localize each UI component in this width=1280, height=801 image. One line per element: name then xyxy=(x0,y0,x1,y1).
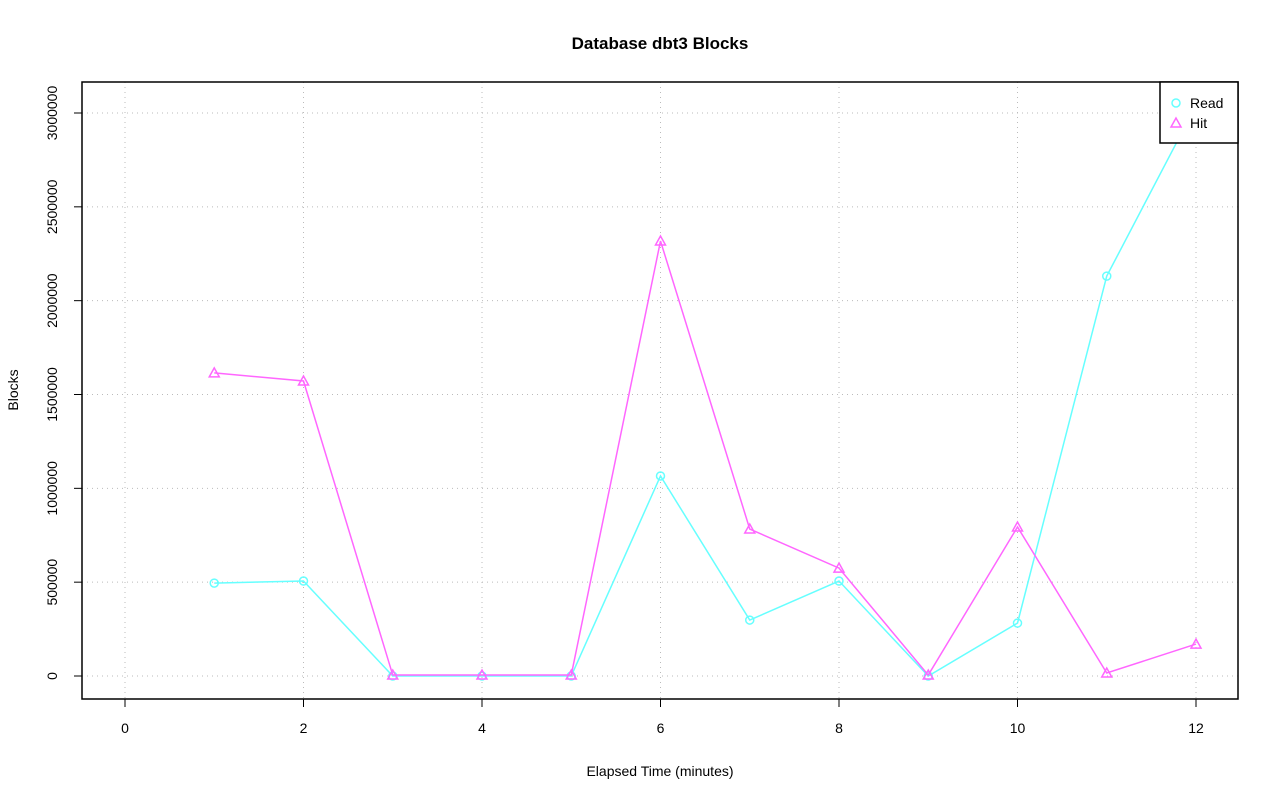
x-tick-label: 12 xyxy=(1188,720,1204,736)
series-line-read xyxy=(214,105,1197,677)
data-point-hit xyxy=(743,522,757,534)
data-point-read xyxy=(745,615,755,625)
data-point-hit xyxy=(1189,637,1203,649)
x-tick-label: 10 xyxy=(1010,720,1026,736)
legend-label-hit: Hit xyxy=(1190,115,1207,131)
legend-box xyxy=(1159,81,1239,144)
data-point-hit xyxy=(386,668,400,680)
series-line-hit xyxy=(214,240,1197,677)
data-point-read xyxy=(655,471,666,481)
legend-marker-hit xyxy=(1169,116,1183,128)
data-point-hit xyxy=(654,234,667,246)
x-axis: 0 2 4 6 8 10 12 xyxy=(121,699,1204,736)
data-point-read xyxy=(298,576,309,586)
series-hit xyxy=(207,234,1203,680)
legend: Read Hit xyxy=(1159,81,1239,144)
y-tick-label: 1500000 xyxy=(44,367,60,422)
y-tick-label: 1000000 xyxy=(44,461,60,516)
data-point-read xyxy=(834,576,844,586)
x-tick-label: 6 xyxy=(657,720,665,736)
data-point-hit xyxy=(1011,520,1024,532)
grid xyxy=(82,82,1238,699)
x-axis-label: Elapsed Time (minutes) xyxy=(586,763,733,779)
data-point-read xyxy=(1012,618,1023,628)
y-tick-label: 2000000 xyxy=(44,273,60,328)
y-tick-label: 0 xyxy=(44,672,60,680)
x-tick-label: 2 xyxy=(300,720,308,736)
y-tick-label: 3000000 xyxy=(44,86,60,141)
series-read xyxy=(209,100,1201,681)
x-tick-label: 4 xyxy=(478,720,486,736)
series-layer xyxy=(207,100,1203,681)
legend-marker-read xyxy=(1171,98,1181,108)
y-tick-label: 2500000 xyxy=(44,179,60,234)
data-point-hit xyxy=(921,668,935,680)
data-point-read xyxy=(1102,271,1112,281)
data-point-hit xyxy=(207,366,221,378)
data-point-hit xyxy=(1100,666,1114,678)
data-point-hit xyxy=(475,668,489,680)
x-tick-label: 8 xyxy=(835,720,843,736)
y-tick-label: 500000 xyxy=(44,559,60,606)
y-axis: 0 500000 1000000 1500000 2000000 2500000 30000… xyxy=(44,86,82,680)
data-point-hit xyxy=(564,668,578,680)
plot-frame xyxy=(81,81,1239,700)
data-point-read xyxy=(209,578,219,588)
data-point-hit xyxy=(832,561,846,573)
data-point-hit xyxy=(297,374,310,386)
y-axis-label: Blocks xyxy=(5,369,21,410)
legend-label-read: Read xyxy=(1190,95,1223,111)
x-tick-label: 0 xyxy=(121,720,129,736)
chart-title: Database dbt3 Blocks xyxy=(572,34,749,53)
